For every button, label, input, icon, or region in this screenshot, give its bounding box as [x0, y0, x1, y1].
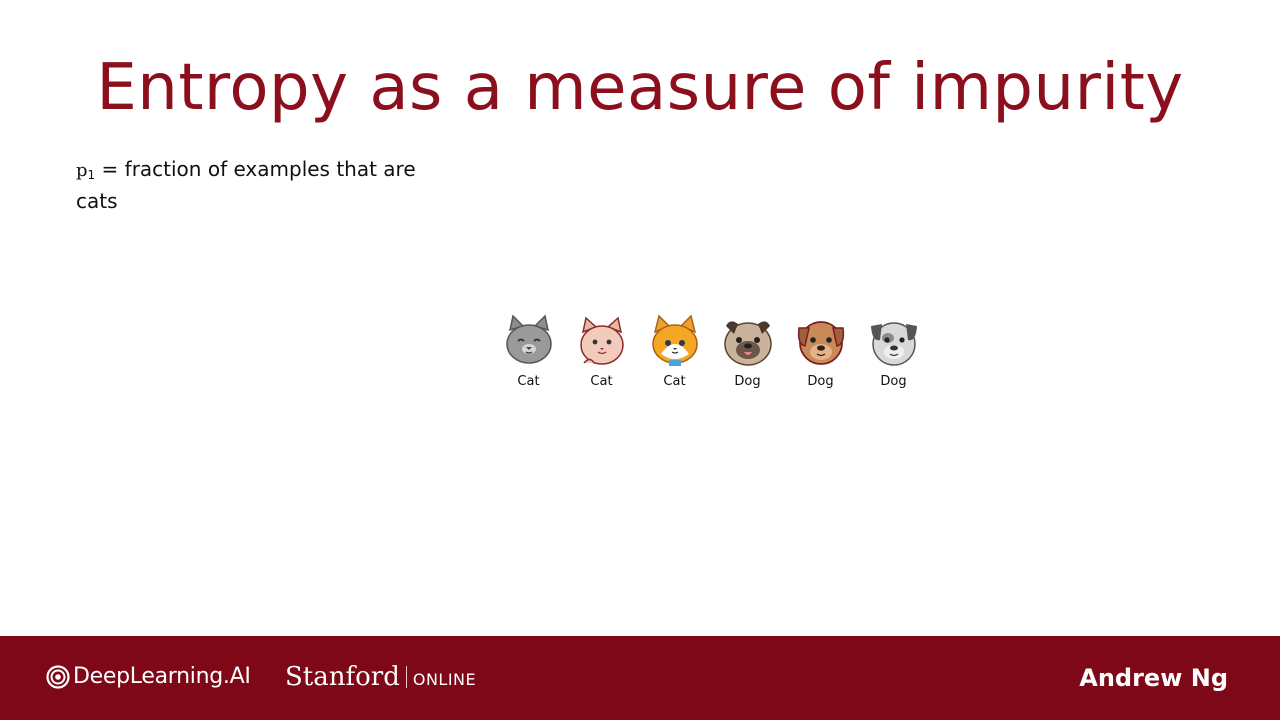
pug-dog-icon: [723, 321, 772, 366]
example-label: Dog: [734, 374, 761, 389]
brand-name: DeepLearning.AI: [73, 664, 251, 689]
gray-cat-icon: [505, 314, 552, 364]
gray-dog-icon: [870, 322, 917, 366]
pink-cat-icon: [579, 316, 624, 365]
example-item: Cat: [638, 314, 711, 390]
examples-row: Cat Cat Cat: [492, 314, 930, 390]
p1-definition: p1 = fraction of examples that are cats: [76, 156, 416, 214]
example-label: Dog: [807, 374, 834, 389]
example-label: Cat: [590, 374, 613, 389]
deeplearning-ai-logo: DeepLearning.AI: [46, 664, 251, 689]
example-item: Dog: [857, 314, 930, 390]
online-label: ONLINE: [412, 670, 477, 689]
p1-definition-text: = fraction of examples that are cats: [76, 157, 416, 213]
slide-title: Entropy as a measure of impurity: [96, 51, 1184, 125]
example-item: Dog: [711, 314, 784, 390]
p1-subscript: 1: [87, 168, 96, 182]
example-item: Dog: [784, 314, 857, 390]
example-label: Cat: [663, 374, 686, 389]
stanford-online-logo: Stanford ONLINE: [285, 662, 476, 692]
logo-divider: [405, 666, 407, 688]
example-item: Cat: [492, 314, 565, 390]
p1-variable: p: [76, 160, 88, 181]
example-item: Cat: [565, 314, 638, 390]
stanford-name: Stanford: [285, 662, 400, 692]
brown-dog-icon: [797, 321, 844, 365]
example-label: Cat: [517, 374, 540, 389]
orange-cat-icon: [651, 314, 698, 366]
footer-bar: DeepLearning.AI Stanford ONLINE Andrew N…: [0, 636, 1280, 720]
presenter-name: Andrew Ng: [1079, 664, 1228, 692]
example-label: Dog: [880, 374, 907, 389]
deeplearning-ai-icon: [46, 664, 70, 689]
